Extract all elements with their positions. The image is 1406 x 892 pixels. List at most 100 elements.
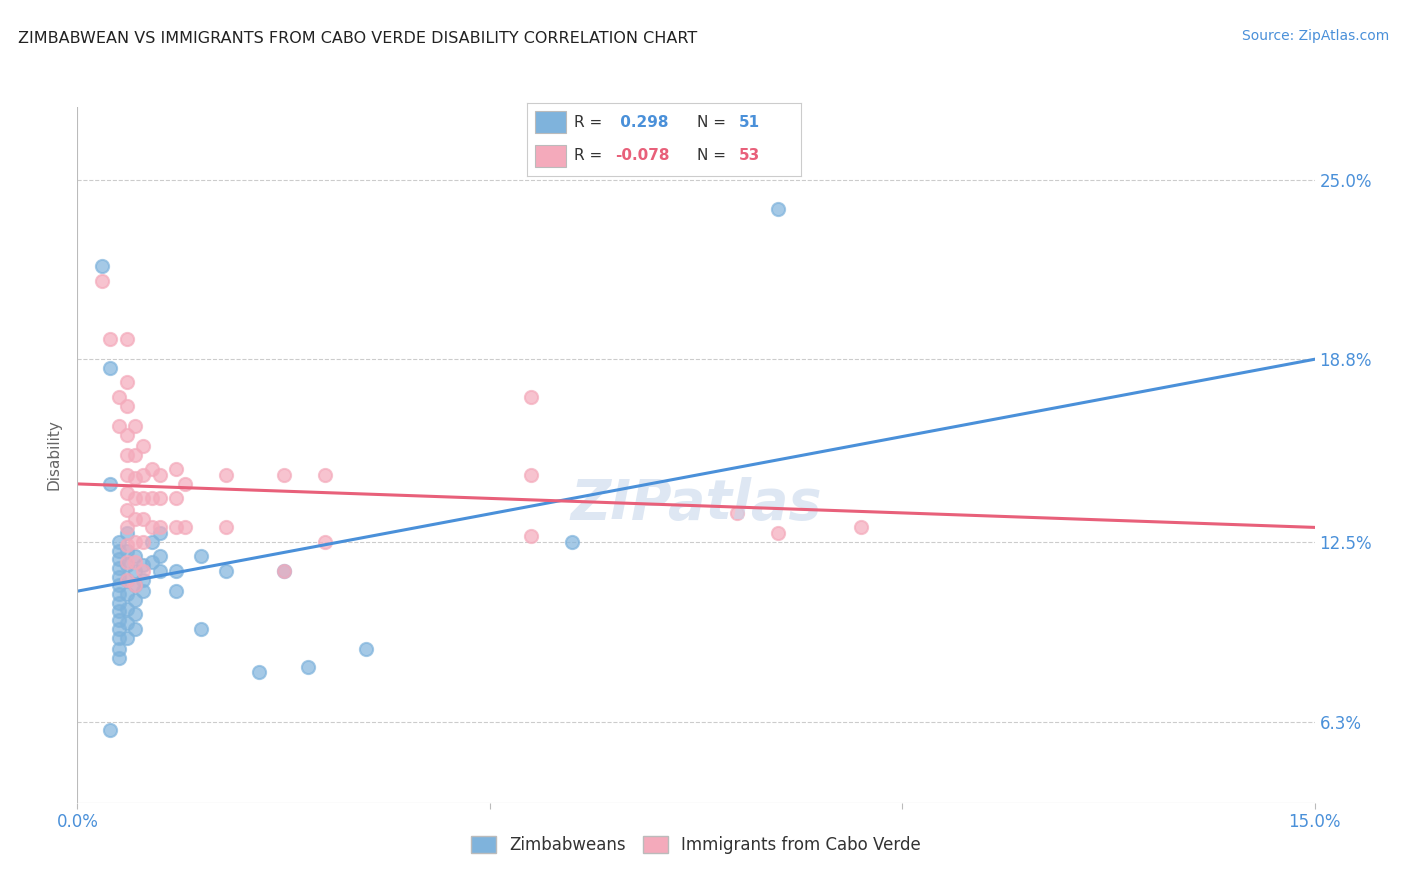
Text: 51: 51 [738, 115, 759, 130]
Point [115, 376, 138, 390]
Point [132, 468, 155, 483]
Point [115, 468, 138, 483]
Point [215, 520, 238, 534]
Point [314, 468, 336, 483]
Point [561, 535, 583, 549]
Text: Source: ZipAtlas.com: Source: ZipAtlas.com [1241, 29, 1389, 43]
Point [115, 485, 138, 500]
Point [132, 535, 155, 549]
Point [115, 448, 138, 462]
Point [520, 468, 543, 483]
Point [190, 549, 212, 564]
Point [725, 506, 748, 520]
Text: ZIMBABWEAN VS IMMIGRANTS FROM CABO VERDE DISABILITY CORRELATION CHART: ZIMBABWEAN VS IMMIGRANTS FROM CABO VERDE… [18, 31, 697, 46]
Point [165, 462, 187, 476]
Point [354, 642, 377, 657]
Point [273, 468, 295, 483]
Point [107, 561, 129, 575]
Point [124, 578, 146, 592]
Point [115, 543, 138, 558]
Point [124, 578, 146, 592]
Point [115, 503, 138, 517]
Text: 0.298: 0.298 [614, 115, 668, 130]
Point [141, 535, 163, 549]
Point [247, 665, 270, 680]
Point [132, 564, 155, 578]
Text: R =: R = [574, 115, 607, 130]
Text: N =: N = [697, 148, 731, 163]
Legend: Zimbabweans, Immigrants from Cabo Verde: Zimbabweans, Immigrants from Cabo Verde [464, 829, 928, 861]
Point [107, 543, 129, 558]
Point [124, 593, 146, 607]
Point [141, 491, 163, 506]
Text: 53: 53 [738, 148, 759, 163]
Point [165, 520, 187, 534]
Point [132, 491, 155, 506]
Point [107, 578, 129, 592]
Point [115, 601, 138, 615]
FancyBboxPatch shape [536, 145, 565, 167]
Point [768, 526, 790, 541]
Point [107, 587, 129, 601]
Point [124, 549, 146, 564]
Text: -0.078: -0.078 [614, 148, 669, 163]
Point [91, 274, 114, 288]
Point [124, 622, 146, 636]
Point [124, 512, 146, 526]
Point [115, 332, 138, 346]
Point [190, 622, 212, 636]
Point [132, 573, 155, 587]
Point [115, 615, 138, 630]
Point [124, 564, 146, 578]
Point [132, 584, 155, 599]
Point [107, 535, 129, 549]
Point [165, 584, 187, 599]
Y-axis label: Disability: Disability [46, 419, 62, 491]
Point [124, 419, 146, 434]
Point [132, 512, 155, 526]
Point [124, 471, 146, 485]
Point [91, 260, 114, 274]
Point [107, 596, 129, 610]
Point [165, 564, 187, 578]
Point [149, 564, 172, 578]
Point [173, 477, 195, 491]
Point [115, 587, 138, 601]
Point [115, 399, 138, 413]
Point [115, 555, 138, 569]
Point [314, 535, 336, 549]
Point [107, 651, 129, 665]
Point [107, 570, 129, 584]
Point [124, 448, 146, 462]
Point [215, 564, 238, 578]
Point [98, 361, 121, 376]
Point [849, 520, 872, 534]
Point [115, 573, 138, 587]
Point [98, 332, 121, 346]
Point [149, 520, 172, 534]
Point [273, 564, 295, 578]
Point [273, 564, 295, 578]
Point [98, 477, 121, 491]
Point [107, 642, 129, 657]
Text: N =: N = [697, 115, 731, 130]
Point [149, 526, 172, 541]
Point [124, 491, 146, 506]
Point [149, 468, 172, 483]
Point [124, 555, 146, 569]
Point [520, 390, 543, 404]
Point [149, 491, 172, 506]
Point [141, 462, 163, 476]
Point [149, 549, 172, 564]
Point [115, 520, 138, 534]
Point [115, 526, 138, 541]
Point [107, 622, 129, 636]
Point [132, 558, 155, 573]
Point [107, 605, 129, 619]
Point [107, 390, 129, 404]
Point [141, 520, 163, 534]
Point [115, 631, 138, 645]
Point [107, 631, 129, 645]
Point [124, 607, 146, 622]
Point [297, 659, 319, 673]
